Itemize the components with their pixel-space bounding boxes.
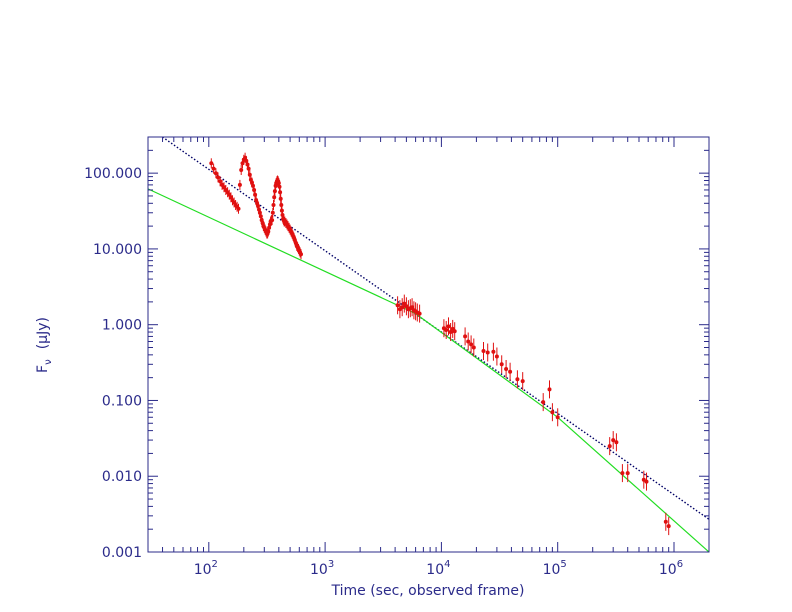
data-point [237,179,242,190]
data-point [278,193,283,204]
data-point [471,338,476,357]
data-point [463,327,468,346]
data-point [485,343,490,362]
data-point [444,321,449,339]
data-point [404,297,409,316]
data-point [508,362,513,381]
data-point [236,203,241,214]
data-point [494,347,499,366]
data-point [400,298,405,317]
data-point [469,335,474,354]
data-point [446,317,451,336]
data-point [272,192,277,203]
data-point [402,294,407,313]
data-point [614,433,619,452]
y-axis-title-sub: ν [43,359,54,365]
data-point [279,200,284,210]
data-point [547,380,552,399]
data-point [278,187,283,198]
series-layer [148,137,709,552]
y-axis-title: Fν (μJy) [35,317,54,373]
data-point [448,323,453,341]
data-point [216,172,220,183]
x-axis-title: Time (sec, observed frame) [330,583,524,599]
data-point [271,200,276,210]
data-point [520,372,525,391]
data-point [417,304,422,323]
x-tick-label: 103 [310,559,334,578]
data-point [270,207,275,218]
data-point [644,472,649,491]
plot-frame [147,136,710,553]
data-point [239,165,244,175]
x-tick-label: 104 [426,559,450,578]
label-layer: 102 103 104 105 106 0.001 0.010 0.100 1.000 10.00… [84,166,683,578]
data-point [299,249,303,260]
data-point [541,393,546,412]
data-point [211,163,216,174]
y-tick-label: 1.000 [102,318,142,334]
data-point [504,360,509,378]
data-point [481,342,486,360]
data-point [450,319,455,338]
data-point [607,437,612,456]
data-point [270,215,275,226]
data-point [620,464,625,483]
data-point [499,355,504,374]
x-tick-label: 106 [659,559,683,578]
data-point [666,517,671,536]
data-point [555,408,560,427]
data-point [466,332,471,351]
y-tick-label: 0.100 [102,393,142,409]
data-point [663,512,668,531]
x-tick-label: 102 [194,559,218,578]
data-point [491,342,496,361]
data-point [611,431,616,450]
data-point [452,322,457,341]
data-point [441,319,446,338]
data-point [625,464,630,483]
data-point [213,168,218,179]
tick-layer [147,136,710,553]
y-tick-label: 10.000 [93,242,142,258]
x-tick-label: 105 [543,559,567,578]
data-point [218,176,223,187]
y-tick-label: 0.010 [102,469,142,485]
data-point [209,158,214,169]
data-point [550,403,555,422]
y-axis-title-unit: (μJy) [35,317,51,349]
data-point [641,470,646,489]
y-axis-title-main: F [35,365,51,373]
y-tick-label: 100.000 [84,166,142,182]
broken-powerlaw-fit-line [148,188,709,552]
data-point [410,298,415,317]
y-tick-label: 0.001 [102,545,142,561]
data-point [515,370,520,389]
data-point [246,163,251,174]
data-point [395,296,400,315]
